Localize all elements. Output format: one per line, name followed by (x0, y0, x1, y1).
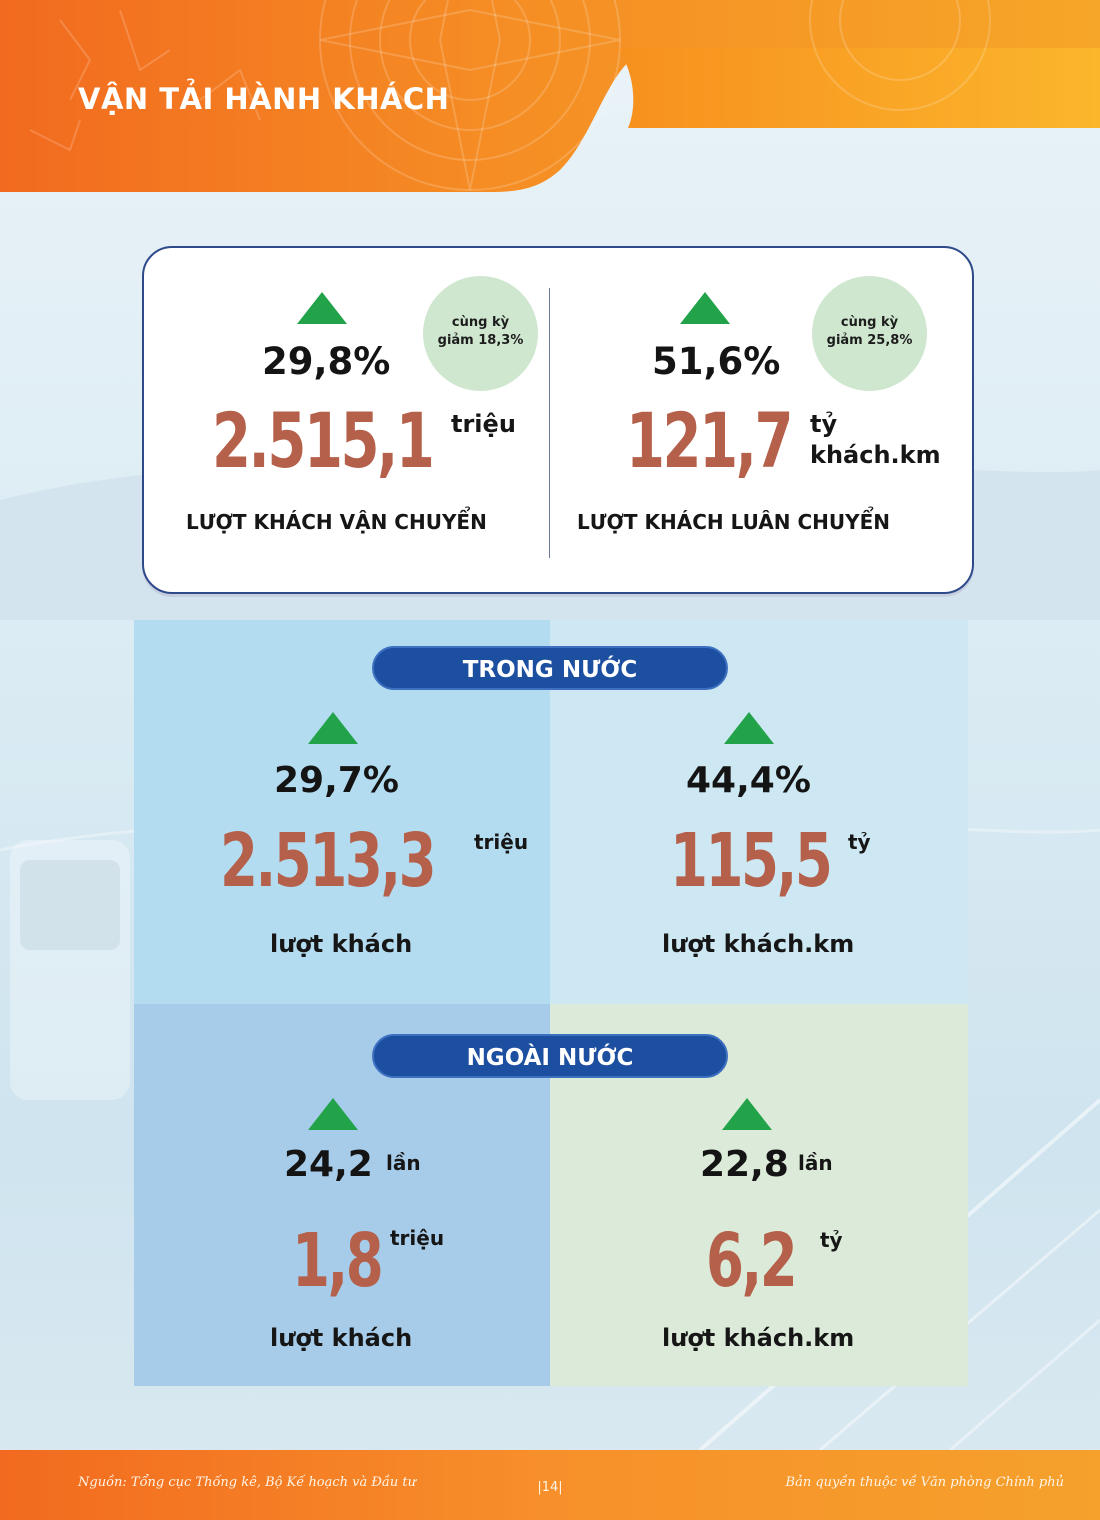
footer-copyright: Bản quyền thuộc về Văn phòng Chính phủ (785, 1475, 1064, 1490)
domestic-passenger-km-change: 44,4% (686, 760, 811, 801)
summary-right-comparison-line2: giảm 25,8% (826, 333, 913, 348)
domestic-passengers-change: 29,7% (274, 760, 399, 801)
summary-right-caption: LƯỢT KHÁCH LUÂN CHUYỂN (577, 510, 890, 534)
summary-right-comparison-line1: cùng kỳ (840, 315, 899, 330)
international-passenger-km-change-unit: lần (798, 1151, 833, 1175)
summary-left-change: 29,8% (262, 340, 391, 383)
summary-left-caption: LƯỢT KHÁCH VẬN CHUYỂN (186, 510, 487, 534)
domestic-passengers-caption: lượt khách (270, 930, 413, 958)
summary-left-value: 2.515,1 (212, 396, 435, 485)
up-triangle-icon (297, 292, 347, 324)
up-triangle-icon (680, 292, 730, 324)
summary-left-unit: triệu (451, 410, 516, 438)
international-passengers-caption: lượt khách (270, 1324, 413, 1352)
domestic-passenger-km-unit: tỷ (848, 830, 871, 854)
international-passengers-change-unit: lần (386, 1151, 421, 1175)
page-title: VẬN TẢI HÀNH KHÁCH (78, 82, 450, 116)
international-passengers-unit: triệu (390, 1226, 445, 1250)
international-passengers-value: 1,8 (292, 1218, 384, 1304)
international-section-label: NGOÀI NƯỚC (372, 1034, 728, 1078)
summary-left-comparison-line1: cùng kỳ (451, 315, 510, 330)
domestic-passenger-km-caption: lượt khách.km (662, 930, 855, 958)
domestic-passenger-km-value: 115,5 (670, 818, 833, 904)
summary-left-comparison-badge: cùng kỳ giảm 18,3% (423, 276, 538, 391)
up-triangle-icon (724, 712, 774, 744)
up-triangle-icon (308, 1098, 358, 1130)
international-passenger-km-value: 6,2 (706, 1218, 798, 1304)
footer-source: Nguồn: Tổng cục Thống kê, Bộ Kế hoạch và… (78, 1475, 416, 1490)
international-passenger-km-unit: tỷ (820, 1228, 843, 1252)
international-passenger-km-caption: lượt khách.km (662, 1324, 855, 1352)
passenger-summary-card: 29,8% cùng kỳ giảm 18,3% 2.515,1 triệu L… (142, 246, 974, 594)
page-number: |14| (537, 1480, 563, 1495)
page-footer: Nguồn: Tổng cục Thống kê, Bộ Kế hoạch và… (0, 1450, 1100, 1520)
up-triangle-icon (308, 712, 358, 744)
summary-right-value: 121,7 (626, 396, 794, 485)
international-passengers-change: 24,2 (284, 1144, 373, 1185)
domestic-passengers-unit: triệu (474, 830, 529, 854)
domestic-passengers-value: 2.513,3 (220, 818, 437, 904)
summary-right-unit-line2: khách.km (810, 441, 941, 469)
summary-right-comparison-badge: cùng kỳ giảm 25,8% (812, 276, 927, 391)
domestic-section-label: TRONG NƯỚC (372, 646, 728, 690)
summary-left-comparison-line2: giảm 18,3% (437, 333, 524, 348)
summary-right-change: 51,6% (652, 340, 781, 383)
summary-divider (549, 288, 550, 558)
breakdown-panel: 29,7% 2.513,3 triệu lượt khách 44,4% 115… (134, 620, 968, 1386)
up-triangle-icon (722, 1098, 772, 1130)
summary-right-unit-line1: tỷ (810, 410, 838, 438)
international-passenger-km-change: 22,8 (700, 1144, 789, 1185)
